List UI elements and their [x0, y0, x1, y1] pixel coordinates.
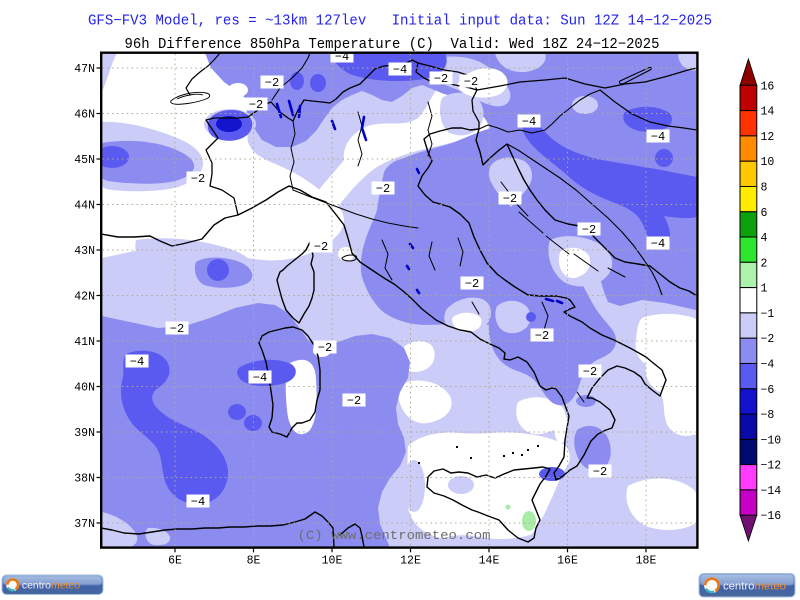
- svg-text:47N: 47N: [74, 63, 95, 76]
- svg-text:44N: 44N: [74, 200, 95, 213]
- svg-text:−2: −2: [191, 172, 205, 186]
- svg-text:14: 14: [761, 106, 775, 119]
- svg-text:−2: −2: [434, 72, 448, 86]
- svg-text:43N: 43N: [74, 245, 95, 258]
- svg-text:−14: −14: [761, 485, 782, 498]
- svg-text:−2: −2: [265, 76, 279, 90]
- svg-text:18E: 18E: [636, 555, 657, 568]
- svg-text:−1: −1: [761, 308, 775, 321]
- svg-text:−2: −2: [535, 329, 549, 343]
- svg-text:−4: −4: [253, 371, 267, 385]
- svg-text:−2: −2: [314, 240, 328, 254]
- svg-text:−2: −2: [376, 182, 390, 196]
- svg-text:12: 12: [761, 131, 775, 144]
- svg-text:37N: 37N: [74, 518, 95, 531]
- svg-text:(C) www.centrometeo.com: (C) www.centrometeo.com: [298, 528, 491, 543]
- svg-text:−10: −10: [761, 434, 782, 447]
- svg-text:41N: 41N: [74, 336, 95, 349]
- svg-text:42N: 42N: [74, 291, 95, 304]
- svg-text:39N: 39N: [74, 427, 95, 440]
- svg-text:−8: −8: [761, 409, 775, 422]
- svg-text:6: 6: [761, 207, 768, 220]
- svg-text:−2: −2: [464, 75, 478, 89]
- svg-text:16: 16: [761, 80, 775, 93]
- svg-text:−4: −4: [651, 130, 665, 144]
- svg-text:−4: −4: [522, 115, 536, 129]
- svg-text:−4: −4: [761, 359, 775, 372]
- svg-text:−2: −2: [249, 98, 263, 112]
- svg-text:6E: 6E: [168, 555, 182, 568]
- svg-text:−2: −2: [465, 277, 479, 291]
- svg-text:38N: 38N: [74, 473, 95, 486]
- svg-text:1: 1: [761, 283, 768, 296]
- svg-text:GFS−FV3 Model, res = ~13km 127: GFS−FV3 Model, res = ~13km 127lev Initia…: [88, 14, 712, 30]
- svg-text:8: 8: [761, 182, 768, 195]
- svg-text:−2: −2: [347, 394, 361, 408]
- svg-text:12E: 12E: [400, 555, 421, 568]
- svg-text:−2: −2: [593, 465, 607, 479]
- svg-text:−2: −2: [583, 365, 597, 379]
- svg-text:−2: −2: [582, 223, 596, 237]
- svg-text:4: 4: [761, 232, 768, 245]
- svg-text:10: 10: [761, 156, 775, 169]
- svg-text:−2: −2: [761, 333, 775, 346]
- svg-text:centrometeo: centrometeo: [723, 580, 786, 592]
- svg-text:−4: −4: [651, 237, 665, 251]
- svg-text:−4: −4: [130, 355, 144, 369]
- svg-text:−16: −16: [761, 510, 782, 523]
- svg-text:−2: −2: [170, 322, 184, 336]
- svg-text:8E: 8E: [247, 555, 261, 568]
- svg-text:−6: −6: [761, 384, 775, 397]
- svg-text:−4: −4: [393, 63, 407, 77]
- svg-text:10E: 10E: [322, 555, 343, 568]
- svg-text:46N: 46N: [74, 109, 95, 122]
- svg-text:−12: −12: [761, 460, 782, 473]
- svg-text:centrometeo: centrometeo: [22, 581, 80, 592]
- svg-text:−4: −4: [191, 495, 205, 509]
- svg-text:96h Difference 850hPa Temperat: 96h Difference 850hPa Temperature (C) Va…: [125, 37, 660, 53]
- svg-text:40N: 40N: [74, 382, 95, 395]
- svg-text:16E: 16E: [557, 555, 578, 568]
- svg-text:14E: 14E: [479, 555, 500, 568]
- svg-text:−2: −2: [318, 341, 332, 355]
- svg-text:−4: −4: [335, 50, 349, 64]
- svg-text:2: 2: [761, 257, 768, 270]
- svg-text:−2: −2: [503, 192, 517, 206]
- svg-text:45N: 45N: [74, 154, 95, 167]
